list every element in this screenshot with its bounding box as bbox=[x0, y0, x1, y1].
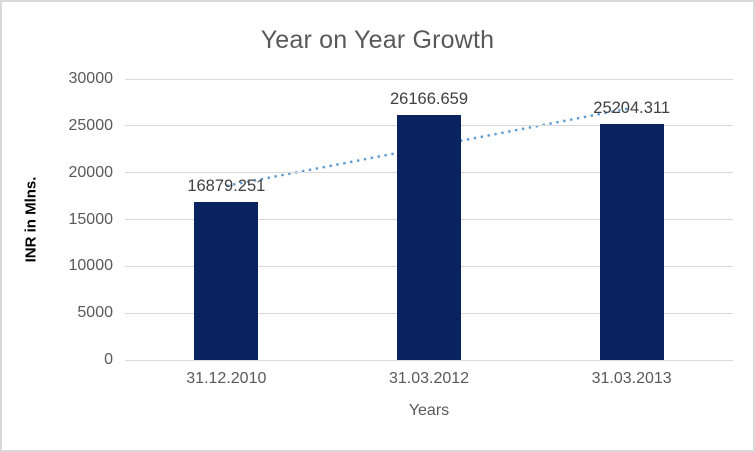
bar bbox=[599, 123, 664, 360]
bar bbox=[194, 201, 259, 360]
bar bbox=[397, 114, 461, 360]
bar-data-label: 26166.659 bbox=[390, 89, 468, 108]
x-axis-line bbox=[125, 359, 733, 361]
gridline bbox=[125, 78, 733, 80]
y-tick-label: 20000 bbox=[68, 163, 114, 181]
x-tick-label: 31.03.2013 bbox=[591, 370, 672, 387]
x-axis-title: Years bbox=[408, 402, 450, 419]
y-tick-label: 0 bbox=[104, 351, 113, 368]
chart-title: Year on Year Growth bbox=[260, 26, 495, 54]
bar-data-label: 25204.311 bbox=[593, 98, 671, 117]
y-tick-label: 30000 bbox=[68, 70, 114, 87]
y-tick-label: 10000 bbox=[68, 257, 114, 275]
bar-data-label: 16879.251 bbox=[187, 176, 266, 195]
y-tick-label: 5000 bbox=[77, 304, 113, 322]
x-tick-label: 31.03.2012 bbox=[388, 370, 470, 387]
y-tick-label: 25000 bbox=[68, 116, 114, 134]
y-tick-label: 15000 bbox=[68, 210, 114, 228]
x-tick-label: 31.12.2010 bbox=[186, 370, 267, 387]
